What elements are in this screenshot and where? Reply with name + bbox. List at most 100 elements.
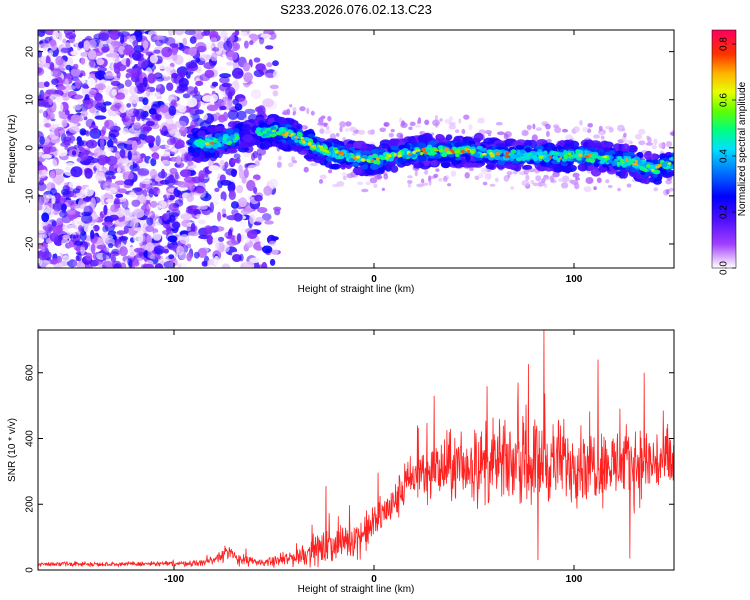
spectrogram-cell [300,136,304,140]
spectrogram-cell [402,148,409,152]
spectrogram-cell [552,155,559,161]
spectrogram-cell [646,164,651,168]
spectrogram-cell [87,77,96,88]
spectrogram-cell [203,225,213,237]
spectrogram-cell [504,164,517,170]
spectrogram-cell [563,149,568,156]
spectrogram-cell [195,187,205,194]
spectrogram-cell [178,83,188,91]
spectrogram-cell [71,150,77,156]
spectrogram-cell [339,126,343,133]
snr-ylabel: SNR (10 * v/v) [7,418,18,482]
spectrogram-cell [116,230,126,236]
spectrogram-cell [145,225,155,233]
spectrogram-cell [59,195,66,205]
spectrogram-cell [143,250,149,258]
spectrogram-cell [170,147,177,152]
spectrogram-cell [168,214,176,223]
spectrogram-cell [593,134,600,139]
spectrogram-cell [597,155,604,160]
spectrogram-cell [569,179,574,184]
spectrogram-cell [109,214,119,221]
spectrogram-cell [155,73,160,78]
spectrogram-cell [145,242,155,252]
spectrogram-cell [401,154,408,159]
spectrogram-cell [430,151,436,156]
spectrogram-cell [119,148,126,158]
spectrogram-cell [432,119,440,127]
spectrogram-cell [458,118,462,124]
spectrogram-cell [281,133,285,136]
spectrogram-cell [670,163,674,170]
spectrogram-cell [190,222,196,233]
spectrogram-cell [583,186,592,193]
spectrogram-cell [55,55,64,66]
spectrogram-cell [416,183,424,188]
spectrogram-cell [549,150,555,156]
spectrogram-cell [133,247,145,253]
spectrogram-cell [495,152,500,156]
spectrogram-cell [149,168,158,180]
spectrogram-cell [617,156,622,160]
spectrogram-cell [38,193,41,200]
spectrogram-cell [503,175,510,182]
spectrogram-cell [206,104,219,112]
spectrogram-cell [219,73,232,79]
spectrogram-cell [158,151,171,157]
spectrogram-cell [66,132,72,137]
spectrogram-cell [38,203,43,211]
spectrogram-cell [63,30,73,36]
spectrogram-cell [226,215,239,221]
colorbar-tick-label: 0.2 [719,205,730,219]
spectrogram-cell [103,72,115,79]
spectrogram-cell [161,46,173,58]
spectrogram-xlabel: Height of straight line (km) [298,284,415,295]
spectrogram-cell [408,126,413,131]
spectrogram-cell [625,151,635,157]
spectrogram-cell [621,128,626,132]
spectrogram-cell [219,30,228,39]
spectrogram-cell [83,160,91,166]
spectrogram-cell [114,197,120,204]
spectrogram-cell [413,163,421,169]
snr-panel: -100 0 100 0 200 400 600 Height of straight li… [7,329,675,595]
spectrogram-cell [94,83,106,91]
spectrogram-cell [82,84,90,89]
spectrogram-cell [415,124,421,128]
spectrogram-cell [239,253,244,262]
spectrogram-cell [327,115,332,122]
spectrogram-cell [115,92,126,100]
spectrogram-cell [221,139,228,144]
spectrogram-cell [370,159,375,163]
spectrogram-cell [102,251,107,261]
spectrogram-cell [226,148,238,154]
spectrogram-cell [396,132,404,139]
spectrogram-cell [474,152,481,158]
spectrogram-cell [162,229,174,236]
spectrogram-cell [81,110,88,118]
spectrogram-cell [152,232,162,241]
spectrogram-cell [360,158,366,162]
spectrogram-cell [117,31,130,37]
spectrogram-cell [543,175,550,181]
spectrogram-cell [504,154,509,159]
spectrogram-cell [182,93,191,99]
spectrogram-cell [623,132,627,138]
spectrogram-cell [510,186,515,190]
spectrogram-cell [246,230,258,239]
spectrogram-cell [142,40,149,50]
spectrogram-cell [77,261,85,268]
spectrogram-cell [552,171,560,178]
spectrogram-cell [335,132,340,137]
spectrogram-cell [38,233,48,239]
spectrogram-cell [52,225,63,234]
spectrogram-cell [366,159,371,163]
spectrogram-cell [54,126,66,137]
spectrogram-cell [195,80,204,86]
spectrogram-cell [167,235,178,243]
spectrogram-cell [660,168,667,175]
spectrogram-cell [95,171,105,182]
spectrogram-cell [59,210,68,218]
spectrogram-cell [201,113,208,121]
spectrogram-cell [128,192,137,198]
